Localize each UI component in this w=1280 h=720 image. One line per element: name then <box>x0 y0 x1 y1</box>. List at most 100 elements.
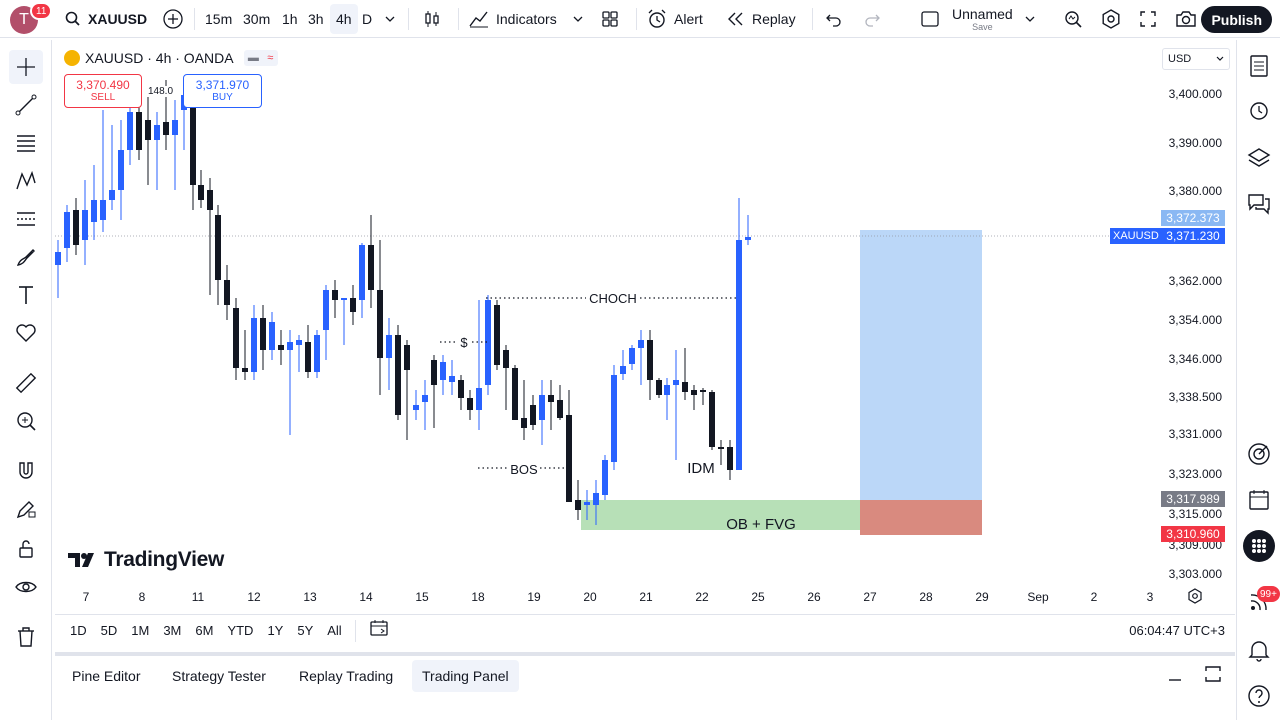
help-button[interactable] <box>1243 680 1275 712</box>
trendline-tool[interactable] <box>9 88 43 122</box>
rewind-icon <box>728 12 743 26</box>
calendar-button[interactable] <box>1243 484 1275 516</box>
undo-button[interactable] <box>818 4 850 34</box>
brush-tool[interactable] <box>9 240 43 274</box>
tradingview-logo[interactable]: TradingView <box>68 548 224 572</box>
maximize-panel-button[interactable] <box>1203 664 1223 689</box>
indicators-dropdown[interactable] <box>566 4 590 34</box>
range-5d[interactable]: 5D <box>100 623 118 638</box>
candle-body <box>91 200 97 222</box>
currency-select[interactable]: USD <box>1162 48 1230 70</box>
alerts-button[interactable] <box>1243 94 1275 126</box>
timeframe-15m[interactable]: 15m <box>205 11 233 27</box>
tab-pine-editor[interactable]: Pine Editor <box>72 668 141 684</box>
indicators-button[interactable]: Indicators <box>462 4 563 34</box>
price-label: 3,362.000 <box>1168 274 1222 288</box>
zoom-tool[interactable] <box>9 404 43 438</box>
chevron-down-icon <box>1025 16 1035 22</box>
price-axis[interactable]: 3,400.000 3,390.000 3,380.000 3,362.000 3,35… <box>1158 42 1236 612</box>
axis-settings-button[interactable] <box>1186 587 1204 610</box>
time-label: 2 <box>1090 590 1098 604</box>
text-tool[interactable] <box>9 278 43 312</box>
timeframe-4h[interactable]: 4h <box>330 4 358 34</box>
timeframe-30m[interactable]: 30m <box>243 11 271 27</box>
candle-body <box>736 240 742 470</box>
range-all[interactable]: All <box>327 623 342 638</box>
quick-search-button[interactable] <box>1056 4 1090 34</box>
ob-fvg-label[interactable]: OB + FVG <box>726 516 796 533</box>
notification-badge: 11 <box>30 2 53 20</box>
list-icon <box>1250 55 1268 77</box>
timeframe-3h[interactable]: 3h <box>308 11 324 27</box>
timeframe-dropdown[interactable] <box>378 4 402 34</box>
tab-replay-trading[interactable]: Replay Trading <box>299 668 394 684</box>
time-label: 13 <box>303 590 317 604</box>
separator <box>458 8 459 30</box>
compare-symbol-button[interactable] <box>156 4 190 34</box>
target-zone[interactable] <box>860 230 982 500</box>
measure-tool[interactable] <box>9 366 43 400</box>
settings-button[interactable] <box>1094 4 1128 34</box>
idm-label[interactable]: IDM <box>687 460 715 477</box>
range-1d[interactable]: 1D <box>70 623 87 638</box>
candle-body <box>431 360 437 385</box>
layout-dropdown[interactable] <box>1018 4 1042 34</box>
timeframe-1d[interactable]: D <box>362 11 373 27</box>
alert-button[interactable]: Alert <box>640 4 709 34</box>
layout-name-button[interactable]: Unnamed Save <box>946 4 1019 34</box>
stay-drawing-tool[interactable] <box>9 492 43 526</box>
range-6m[interactable]: 6M <box>195 623 214 638</box>
pattern-tool[interactable] <box>9 164 43 198</box>
legend-title[interactable]: XAUUSD · 4h · OANDA <box>85 50 234 66</box>
redo-button[interactable] <box>856 4 888 34</box>
minimize-panel-button[interactable] <box>1167 668 1183 689</box>
templates-button[interactable] <box>594 4 626 34</box>
date-range-button[interactable] <box>362 618 396 643</box>
chat-button[interactable] <box>1243 188 1275 220</box>
utc-clock[interactable]: 06:04:47 UTC+3 <box>1129 623 1225 638</box>
tab-trading-panel[interactable]: Trading Panel <box>412 660 519 692</box>
zoom-in-icon <box>17 412 36 431</box>
candle-body <box>109 190 115 200</box>
price-chart[interactable]: CHOCH BOS $ IDM OB + FVG <box>55 42 1158 612</box>
sell-button[interactable]: 3,370.490 SELL <box>64 74 142 108</box>
magnet-tool[interactable] <box>9 454 43 488</box>
hide-tool[interactable] <box>9 570 43 604</box>
range-5y[interactable]: 5Y <box>297 623 314 638</box>
timeframe-1h[interactable]: 1h <box>282 11 298 27</box>
apps-button[interactable] <box>1243 530 1275 562</box>
watchlist-button[interactable] <box>1243 50 1275 82</box>
range-ytd[interactable]: YTD <box>227 623 254 638</box>
wave-icon: ≈ <box>267 52 274 64</box>
layout-square-button[interactable] <box>914 4 946 34</box>
liquidity-label[interactable]: $ <box>460 335 468 350</box>
choch-label[interactable]: CHOCH <box>589 291 637 306</box>
replay-button[interactable]: Replay <box>720 4 802 34</box>
fullscreen-button[interactable] <box>1132 4 1164 34</box>
candle-body <box>145 120 151 140</box>
range-1y[interactable]: 1Y <box>267 623 284 638</box>
legend-toggle[interactable]: ▬ ≈ <box>243 50 278 66</box>
crosshair-tool[interactable] <box>9 50 43 84</box>
notifications-button[interactable] <box>1243 634 1275 666</box>
tab-strategy-tester[interactable]: Strategy Tester <box>172 668 266 684</box>
chart-type-button[interactable] <box>416 4 448 34</box>
fib-tool[interactable] <box>9 126 43 160</box>
range-1m[interactable]: 1M <box>131 623 150 638</box>
icons-tool[interactable] <box>9 316 43 350</box>
forecast-tool[interactable] <box>9 202 43 236</box>
stop-zone[interactable] <box>860 500 982 535</box>
bos-label[interactable]: BOS <box>510 462 538 477</box>
publish-button[interactable]: Publish <box>1201 6 1272 33</box>
buy-button[interactable]: 3,371.970 BUY <box>183 74 262 108</box>
snapshot-button[interactable] <box>1168 4 1204 34</box>
range-3m[interactable]: 3M <box>163 623 182 638</box>
fullscreen-icon <box>1140 11 1156 27</box>
ideas-button[interactable] <box>1243 438 1275 470</box>
time-axis[interactable]: 7 8 11 12 13 14 15 18 19 20 21 22 25 26 27 28 29 Sep 2 3 <box>55 586 1235 608</box>
layers-button[interactable] <box>1243 142 1275 174</box>
lock-tool[interactable] <box>9 532 43 566</box>
ob-fvg-zone[interactable] <box>581 500 860 530</box>
remove-tool[interactable] <box>9 620 43 654</box>
symbol-search-button[interactable]: XAUUSD <box>58 4 153 34</box>
